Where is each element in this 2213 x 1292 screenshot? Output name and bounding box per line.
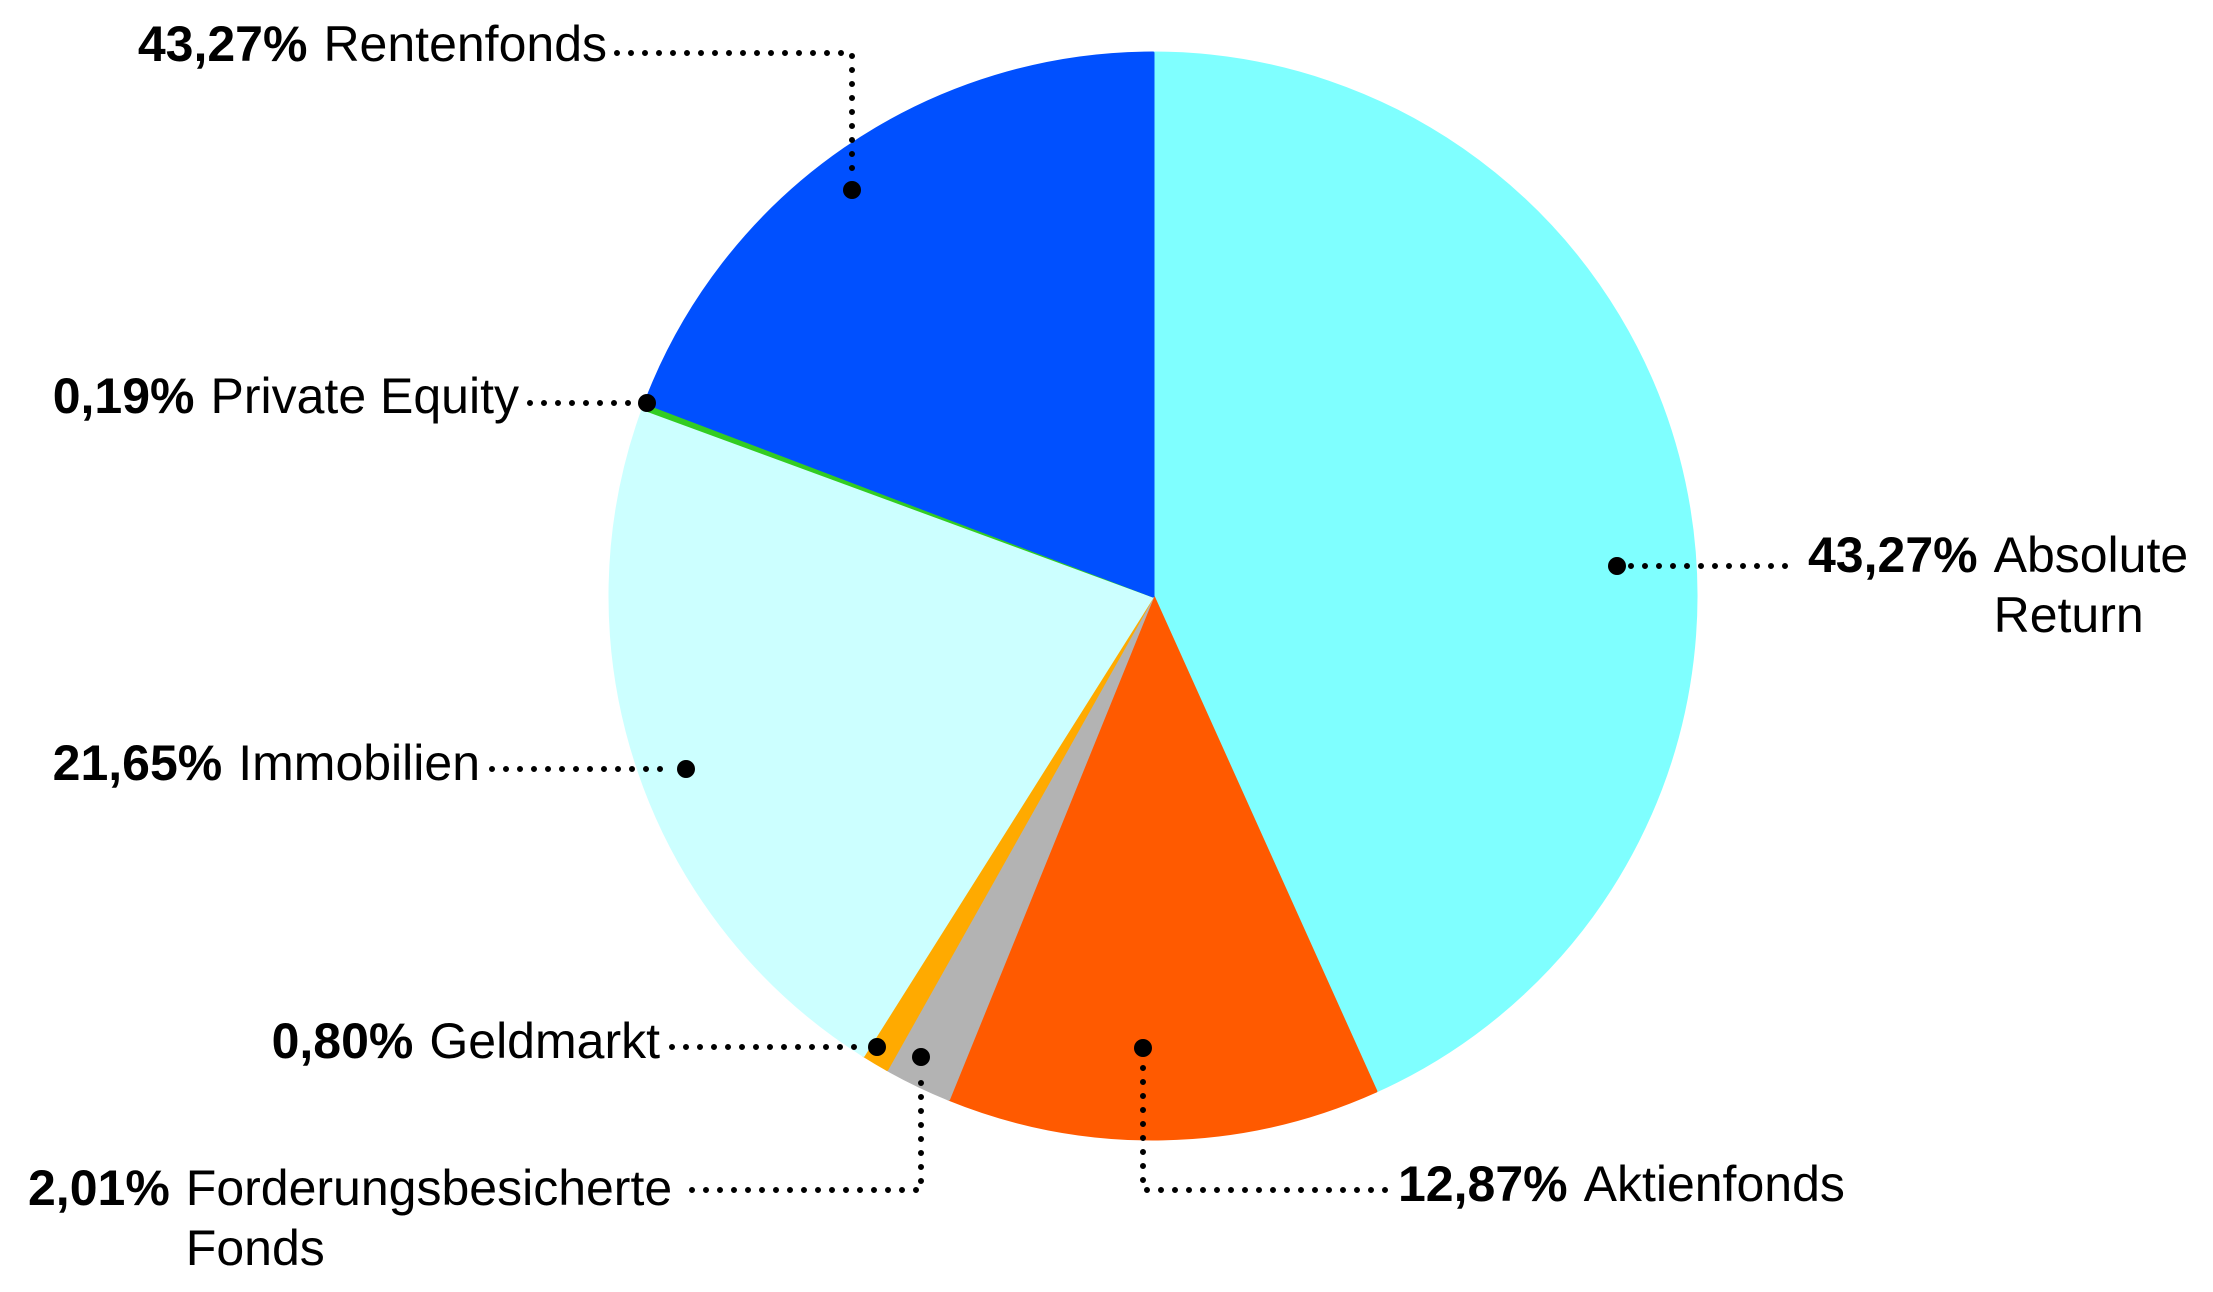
label-rentenfonds: 43,27% Rentenfonds xyxy=(138,14,607,74)
label-aktienfonds-percent: 12,87% xyxy=(1398,1156,1568,1212)
label-immobilien-name: Immobilien xyxy=(238,735,480,791)
label-forderungsbesicherte-name: Forderungsbesicherte Fonds xyxy=(185,1160,673,1276)
marker-dot-absolute-return xyxy=(1608,557,1626,575)
pie-slice-immobilien xyxy=(608,407,1155,1057)
marker-dot-aktienfonds xyxy=(1134,1039,1152,1057)
slice-markers xyxy=(638,181,1626,1066)
label-forderungsbesicherte: 2,01% Forderungsbesicherte Fonds xyxy=(28,1158,706,1278)
leader-lines xyxy=(489,50,1798,1193)
leader-line-forderungsbesicherte xyxy=(689,1069,924,1193)
marker-dot-immobilien xyxy=(677,760,695,778)
pie-slice-absolute-return xyxy=(1151,51,1698,1093)
label-private-equity: 0,19% Private Equity xyxy=(53,366,519,426)
leader-line-rentenfonds xyxy=(614,50,855,175)
marker-dot-private-equity xyxy=(638,394,656,412)
label-geldmarkt-name: Geldmarkt xyxy=(429,1013,660,1069)
label-private-equity-percent: 0,19% xyxy=(52,368,195,424)
marker-dot-rentenfonds xyxy=(843,181,861,199)
label-immobilien-percent: 21,65% xyxy=(52,735,223,791)
label-absolute-return-name: Absolute Return xyxy=(1993,527,2189,643)
label-absolute-return-percent: 43,27% xyxy=(1808,527,1978,583)
pie-slice-rentenfonds xyxy=(644,51,1155,598)
label-geldmarkt-percent: 0,80% xyxy=(271,1013,414,1069)
pie-slices xyxy=(608,51,1698,1141)
label-aktienfonds-name: Aktienfonds xyxy=(1583,1156,1845,1212)
pie-slice-aktienfonds xyxy=(947,594,1378,1141)
label-private-equity-name: Private Equity xyxy=(210,368,519,424)
label-rentenfonds-name: Rentenfonds xyxy=(323,16,607,72)
marker-dot-geldmarkt xyxy=(868,1038,886,1056)
label-absolute-return: 43,27% Absolute Return xyxy=(1808,525,2204,645)
label-rentenfonds-percent: 43,27% xyxy=(137,16,308,72)
label-forderungsbesicherte-percent: 2,01% xyxy=(28,1160,170,1216)
label-aktienfonds: 12,87% Aktienfonds xyxy=(1398,1154,1845,1214)
marker-dot-forderungsbesicherte xyxy=(912,1048,930,1066)
label-geldmarkt: 0,80% Geldmarkt xyxy=(272,1011,660,1071)
label-immobilien: 21,65% Immobilien xyxy=(53,733,480,793)
